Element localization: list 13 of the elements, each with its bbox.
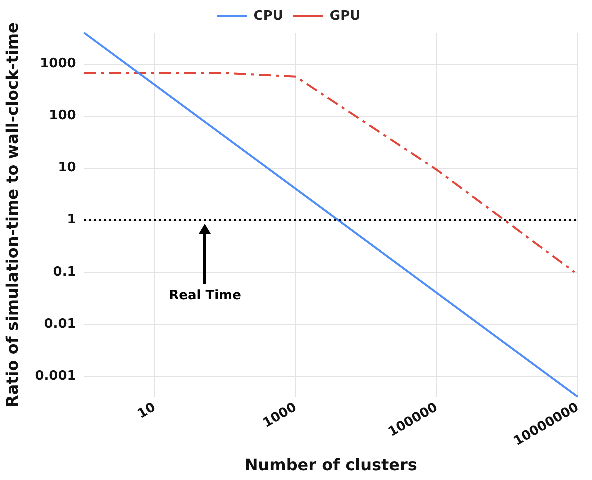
legend-label: GPU (330, 8, 361, 24)
y-tick-label: 100 (49, 108, 76, 124)
y-tick-label: 10 (58, 160, 76, 176)
y-axis-title: Ratio of simulation-time to wall-clock-time (2, 22, 22, 408)
y-tick-label: 0.001 (35, 368, 76, 384)
y-tick-label: 0.01 (44, 316, 76, 332)
y-tick-label: 1 (67, 212, 76, 228)
annotation: Real Time (169, 288, 242, 304)
y-tick-label: 0.1 (53, 264, 76, 280)
y-tick-label: 1000 (40, 56, 76, 72)
legend-label: CPU (254, 8, 284, 24)
x-axis-title: Number of clusters (244, 456, 418, 475)
x-tick-label: 10 (135, 400, 159, 422)
